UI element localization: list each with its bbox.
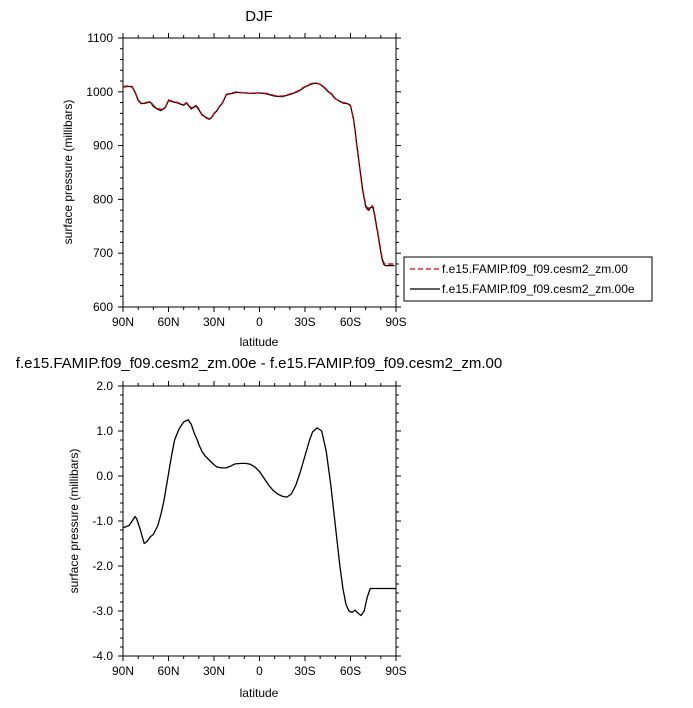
y-tick-label: -2.0 [92,559,113,573]
bottom-chart-title: f.e15.FAMIP.f09_f09.cesm2_zm.00e - f.e15… [16,355,502,372]
top-y-axis-label: surface pressure (millibars) [61,100,75,245]
y-tick-label: -3.0 [92,604,113,618]
bottom-x-axis-label: latitude [240,686,279,700]
y-tick-label: 2.0 [96,379,113,393]
top-chart-title: DJF [245,8,273,25]
series-line-2 [122,82,395,267]
top-plot-frame [122,37,397,308]
legend: f.e15.FAMIP.f09_f09.cesm2_zm.00 f.e15.FA… [403,256,653,302]
legend-box [403,256,653,302]
series-line-1 [122,82,395,265]
top-x-axis-label: latitude [240,335,279,349]
legend-label-series-1: f.e15.FAMIP.f09_f09.cesm2_zm.00 [442,262,628,276]
x-tick-label: 60S [340,664,361,678]
y-tick-label: 0.0 [96,469,113,483]
bottom-panel: f.e15.FAMIP.f09_f09.cesm2_zm.00e - f.e15… [16,355,502,700]
x-tick-label: 0 [256,315,263,329]
y-tick-label: -4.0 [92,649,113,663]
x-tick-label: 30S [294,664,315,678]
x-tick-label: 90N [112,664,134,678]
legend-label-series-2: f.e15.FAMIP.f09_f09.cesm2_zm.00e [442,282,635,296]
x-tick-label: 60N [157,315,179,329]
y-tick-label: -1.0 [92,514,113,528]
x-tick-label: 90N [112,315,134,329]
y-tick-label: 800 [93,192,113,206]
x-tick-label: 30N [203,315,225,329]
bottom-plot-frame [122,385,397,657]
top-series [122,82,395,267]
x-tick-label: 30S [294,315,315,329]
y-tick-label: 1100 [87,31,113,45]
y-tick-label: 1000 [86,85,113,99]
x-tick-label: 90S [385,315,406,329]
bottom-y-axis-label: surface pressure (millibars) [67,449,81,594]
x-tick-label: 60S [340,315,361,329]
bottom-ticks: 90N 60N 30N 0 30S 60S 90S -4.0 -3.0 -2.0 -1.0 0.0 1.… [92,379,406,678]
top-panel: DJF latitude surface pressure (millibars… [61,8,653,349]
x-tick-label: 60N [157,664,179,678]
top-ticks: 90N 60N 30N 0 30S 60S 90S 600 700 800 900 1000 1100 [86,31,406,329]
y-tick-label: 600 [93,300,113,314]
y-tick-label: 1.0 [96,424,113,438]
y-tick-label: 900 [93,139,113,153]
x-tick-label: 90S [385,664,406,678]
x-tick-label: 30N [203,664,225,678]
series-line-1 [122,419,396,617]
bottom-series [122,419,396,617]
x-tick-label: 0 [256,664,263,678]
y-tick-label: 700 [93,246,113,260]
